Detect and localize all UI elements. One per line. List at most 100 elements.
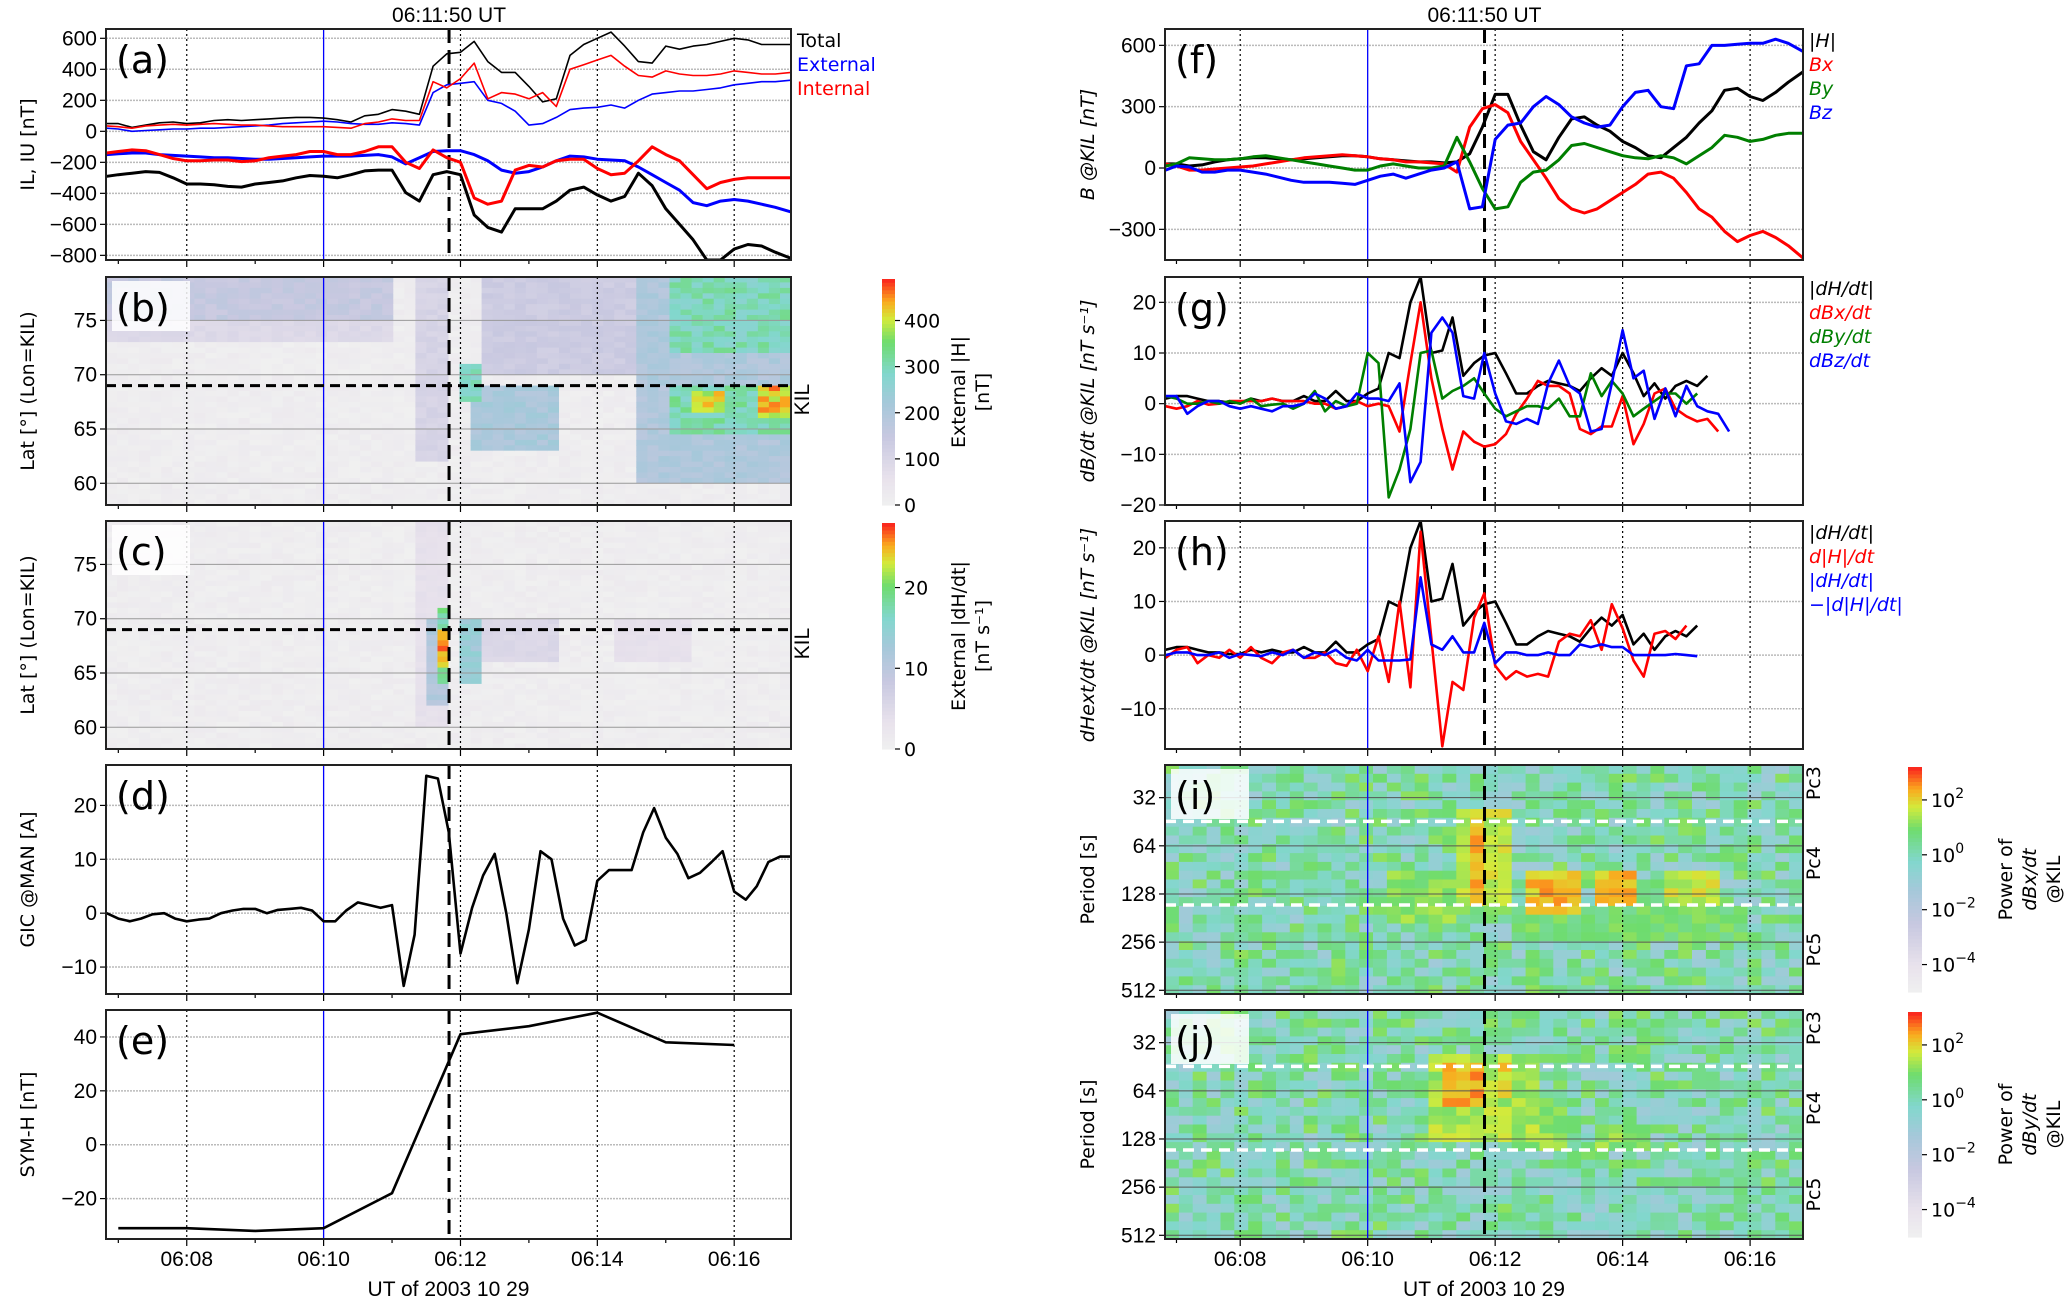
heatmap-cell [205,369,217,376]
heatmap-cell [360,700,372,707]
heatmap-cell [603,537,615,544]
heatmap-cell [514,472,527,479]
heatmap-cell [658,553,670,560]
heatmap-cell [514,580,527,587]
heatmap-cell [172,363,184,370]
heatmap-cell [570,727,582,734]
heatmap-cell [669,743,682,749]
heatmap-cell [304,651,317,658]
heatmap-cell [636,542,648,549]
heatmap-cell [636,347,648,354]
heatmap-cell [448,716,461,723]
heatmap-cell [327,445,339,452]
heatmap-cell [437,401,450,408]
heatmap-cell [581,456,593,463]
heatmap-cell [404,450,416,457]
heatmap-cell [581,526,593,533]
heatmap-cell [293,477,306,484]
heatmap-cell [327,743,339,749]
heatmap-cell [349,564,361,571]
heatmap-cell [360,483,372,490]
heatmap-cell [702,391,715,397]
heatmap-cell [713,287,726,294]
heatmap-cell [128,429,140,435]
heatmap-cell [503,662,516,669]
heatmap-cell [161,336,173,343]
heatmap-cell [128,683,140,690]
heatmap-cell [448,673,461,679]
heatmap-cell [647,298,659,305]
heatmap-cell [570,580,582,587]
y-axis-label: IL, IU [nT] [17,98,39,190]
heatmap-cell [735,282,748,289]
heatmap-cell [249,385,262,392]
heatmap-cell [559,396,571,403]
heatmap-cell [128,618,140,625]
heatmap-cell [382,624,394,631]
heatmap-cell [349,358,361,365]
heatmap-cell [227,461,240,468]
heatmap-cell [128,450,140,457]
heatmap-cell [536,711,549,717]
heatmap-cell [404,418,416,425]
heatmap-cell [205,309,217,316]
heatmap-cell [658,461,670,468]
heatmap-cell [702,347,715,354]
heatmap-cell [271,429,284,435]
heatmap-cell [161,645,173,652]
heatmap-cell [625,445,637,452]
heatmap-cell [415,732,427,739]
heatmap-cell [338,391,350,397]
heatmap-cell [106,597,118,603]
heatmap-cell [647,488,659,495]
heatmap-cell [216,521,229,527]
heatmap-cell [216,412,229,419]
heatmap-cell [481,537,494,544]
heatmap-cell [514,645,527,652]
heatmap-cell [150,640,162,647]
heatmap-cell [161,353,173,359]
heatmap-cell [404,727,416,734]
colorbar-segment [882,493,895,499]
heatmap-cell [536,564,549,571]
heatmap-cell [647,391,659,397]
heatmap-cell [614,320,626,327]
y-tick-label: −600 [50,213,97,236]
heatmap-cell [437,727,450,734]
heatmap-cell [525,591,538,598]
heatmap-cell [437,575,450,582]
heatmap-cell [503,678,516,685]
heatmap-cell [393,309,405,316]
heatmap-cell [680,336,693,343]
heatmap-cell [271,618,284,625]
heatmap-cell [492,331,505,338]
heatmap-cell [702,363,715,370]
heatmap-cell [669,640,682,647]
heatmap-cell [702,277,715,283]
heatmap-cell [150,461,162,468]
heatmap-cell [437,640,450,647]
heatmap-cell [327,347,339,354]
heatmap-cell [680,694,693,701]
heatmap-cell [205,662,217,669]
heatmap-cell [448,564,461,571]
heatmap-cell [282,705,295,712]
heatmap-cell [349,320,361,327]
heatmap-cell [581,586,593,593]
heatmap-cell [282,624,295,631]
heatmap-cell [194,401,206,408]
heatmap-cell [260,450,273,457]
heatmap-cell [647,597,659,603]
heatmap-cell [282,743,295,749]
heatmap-cell [205,488,217,495]
heatmap-cell [570,711,582,717]
heatmap-cell [559,662,571,669]
heatmap-cell [205,689,217,696]
heatmap-cell [724,467,737,473]
heatmap-cell [393,667,405,674]
heatmap-cell [293,629,306,636]
heatmap-cell [603,526,615,533]
heatmap-cell [327,738,339,745]
heatmap-cell [680,499,693,505]
heatmap-cell [481,401,494,408]
